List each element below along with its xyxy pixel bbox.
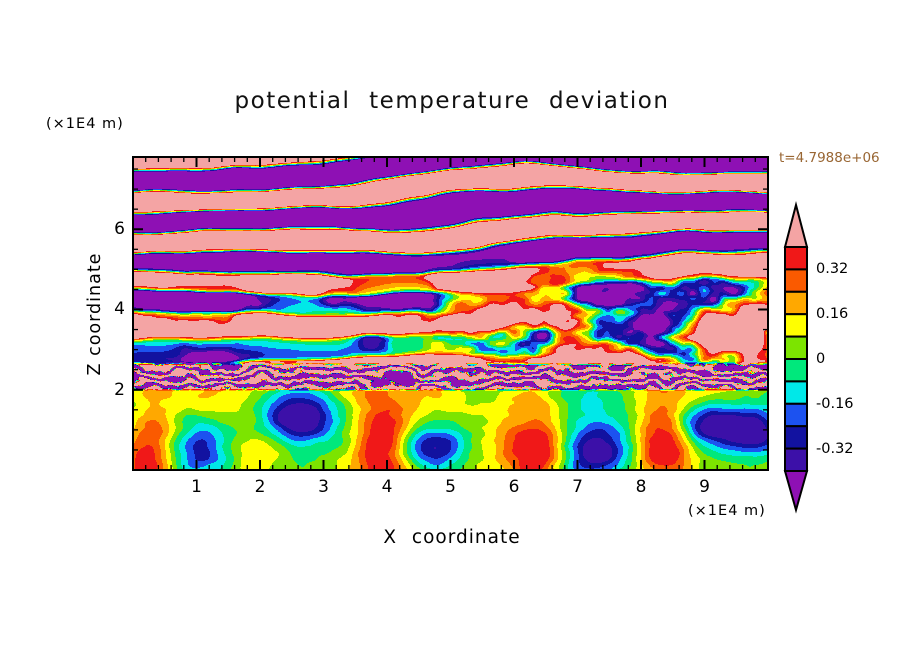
colorbar-label--0.32: -0.32 <box>816 440 854 457</box>
colorbar-band <box>784 246 808 271</box>
x-tick-label-7: 7 <box>572 477 583 497</box>
colorbar-band <box>784 335 808 361</box>
x-tick-label-8: 8 <box>635 477 647 497</box>
x-axis-title: X coordinate <box>383 527 521 548</box>
x-tick-label-2: 2 <box>254 477 266 497</box>
x-tick-label-9: 9 <box>699 477 710 497</box>
colorbar-band <box>784 425 808 450</box>
z-tick-label-4: 4 <box>114 299 125 320</box>
time-label: t=4.7988e+06 <box>779 150 880 166</box>
colorbar-band <box>784 268 808 293</box>
x-tick-label-4: 4 <box>381 477 393 497</box>
colorbar-band <box>784 402 808 428</box>
chart-title: potential temperature deviation <box>234 88 670 114</box>
colorbar-label--0.16: -0.16 <box>816 395 854 412</box>
colorbar-band <box>784 380 808 405</box>
heatmap-plot-area <box>133 157 768 470</box>
colorbar-label-0.16: 0.16 <box>816 306 849 323</box>
z-axis-unit-label: (×1E4 m) <box>46 116 124 132</box>
colorbar-band <box>784 290 808 316</box>
x-tick-label-6: 6 <box>508 477 520 497</box>
x-tick-label-3: 3 <box>318 477 329 497</box>
colorbar-band <box>784 313 808 338</box>
colorbar-label-0: 0 <box>816 351 826 367</box>
colorbar-band <box>784 447 808 473</box>
x-axis-unit-label: (×1E4 m) <box>688 503 766 519</box>
x-tick-label-1: 1 <box>191 477 202 497</box>
x-tick-label-5: 5 <box>445 477 456 497</box>
colorbar-label-0.32: 0.32 <box>816 261 849 278</box>
colorbar-high-arrow <box>783 201 809 248</box>
colorbar-band <box>784 358 808 383</box>
colorbar-low-arrow <box>783 470 809 514</box>
z-tick-label-2: 2 <box>114 379 125 400</box>
z-tick-label-6: 6 <box>114 219 125 240</box>
